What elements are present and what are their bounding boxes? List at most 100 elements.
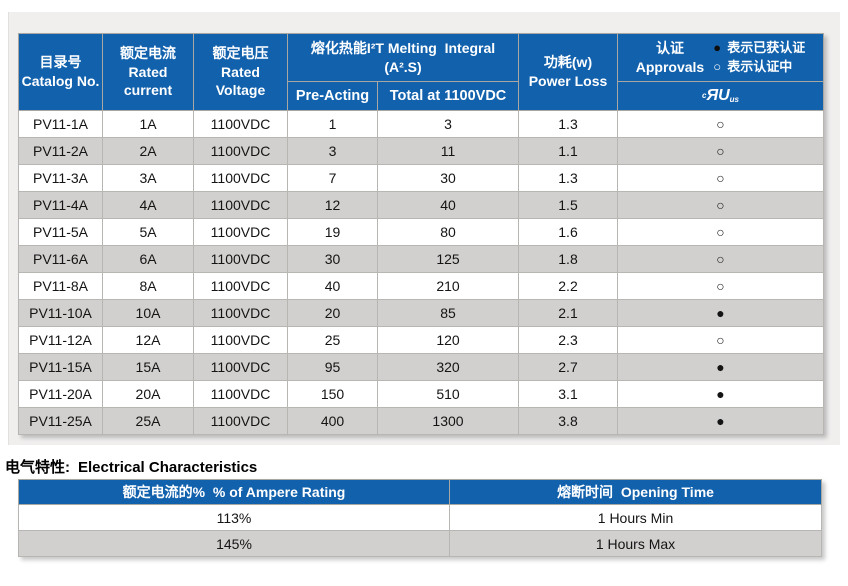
voltage-cell: 1100VDC bbox=[193, 110, 288, 138]
approval-status-dot: ● bbox=[617, 353, 824, 381]
voltage-cell: 1100VDC bbox=[193, 245, 288, 273]
legend-certified-text: 表示已获认证 bbox=[727, 39, 806, 55]
catalog-cell: PV11-6A bbox=[18, 245, 103, 273]
pre-acting-cell: 95 bbox=[287, 353, 378, 381]
col-header-voltage-zh: 额定电压 bbox=[212, 44, 269, 61]
filled-dot-icon: ● bbox=[713, 39, 722, 55]
catalog-cell: PV11-4A bbox=[18, 191, 103, 219]
legend-pending-text: 表示认证中 bbox=[727, 58, 793, 74]
pre-acting-cell: 20 bbox=[287, 299, 378, 327]
approval-status-dot: ● bbox=[617, 380, 824, 408]
total-cell: 40 bbox=[377, 191, 519, 219]
col-header-total-1100vdc: Total at 1100VDC bbox=[377, 81, 519, 111]
spec-row: PV11-20A 20A 1100VDC 150 510 3.1 ● bbox=[18, 380, 824, 408]
current-cell: 20A bbox=[102, 380, 194, 408]
voltage-cell: 1100VDC bbox=[193, 164, 288, 192]
total-cell: 320 bbox=[377, 353, 519, 381]
voltage-cell: 1100VDC bbox=[193, 353, 288, 381]
power-loss-cell: 1.8 bbox=[518, 245, 618, 273]
total-cell: 11 bbox=[377, 137, 519, 165]
legend-pending: ○ 表示认证中 bbox=[713, 58, 805, 77]
ampere-rating-cell: 145% bbox=[18, 530, 450, 557]
opening-time-cell: 1 Hours Min bbox=[449, 504, 822, 531]
catalog-cell: PV11-8A bbox=[18, 272, 103, 300]
spec-row: PV11-4A 4A 1100VDC 12 40 1.5 ○ bbox=[18, 191, 824, 219]
col-header-catalog-zh: 目录号 bbox=[39, 54, 82, 71]
approvals-label: 认证 Approvals bbox=[636, 39, 704, 77]
current-cell: 6A bbox=[102, 245, 194, 273]
power-loss-cell: 1.3 bbox=[518, 110, 618, 138]
approvals-legend: ● 表示已获认证 ○ 表示认证中 bbox=[713, 39, 805, 77]
current-cell: 15A bbox=[102, 353, 194, 381]
col-header-current-en2: current bbox=[123, 82, 173, 99]
catalog-cell: PV11-2A bbox=[18, 137, 103, 165]
approval-status-dot: ○ bbox=[617, 137, 824, 165]
pre-acting-cell: 19 bbox=[287, 218, 378, 246]
catalog-cell: PV11-25A bbox=[18, 407, 103, 435]
power-loss-cell: 1.6 bbox=[518, 218, 618, 246]
approval-status-dot: ○ bbox=[617, 164, 824, 192]
col-header-catalog: 目录号 Catalog No. bbox=[18, 33, 103, 111]
approvals-label-en: Approvals bbox=[635, 58, 705, 75]
catalog-cell: PV11-1A bbox=[18, 110, 103, 138]
approval-status-dot: ○ bbox=[617, 110, 824, 138]
col-header-approvals: 认证 Approvals ● 表示已获认证 ○ 表示认证中 bbox=[617, 33, 824, 82]
spec-row: PV11-1A 1A 1100VDC 1 3 1.3 ○ bbox=[18, 110, 824, 138]
melting-integral-unit: (A².S) bbox=[384, 58, 422, 75]
col-header-voltage: 额定电压 Rated Voltage bbox=[193, 33, 288, 111]
ul-recognized-mark-icon: cЯUus bbox=[701, 87, 739, 104]
section-heading-zh: 电气特性: bbox=[5, 459, 70, 476]
col-header-voltage-en1: Rated bbox=[221, 63, 260, 80]
elec-row: 113% 1 Hours Min bbox=[18, 504, 822, 531]
approval-status-dot: ○ bbox=[617, 272, 824, 300]
catalog-cell: PV11-5A bbox=[18, 218, 103, 246]
total-cell: 210 bbox=[377, 272, 519, 300]
approval-status-dot: ○ bbox=[617, 245, 824, 273]
pre-acting-cell: 400 bbox=[287, 407, 378, 435]
spec-row: PV11-15A 15A 1100VDC 95 320 2.7 ● bbox=[18, 353, 824, 381]
voltage-cell: 1100VDC bbox=[193, 191, 288, 219]
current-cell: 12A bbox=[102, 326, 194, 354]
pre-acting-cell: 150 bbox=[287, 380, 378, 408]
spec-row: PV11-5A 5A 1100VDC 19 80 1.6 ○ bbox=[18, 218, 824, 246]
total-cell: 125 bbox=[377, 245, 519, 273]
current-cell: 3A bbox=[102, 164, 194, 192]
col-header-power-loss: 功耗(w) Power Loss bbox=[518, 33, 618, 111]
col-header-current-zh: 额定电流 bbox=[120, 44, 176, 61]
elec-row: 145% 1 Hours Max bbox=[18, 530, 822, 557]
current-cell: 10A bbox=[102, 299, 194, 327]
catalog-cell: PV11-10A bbox=[18, 299, 103, 327]
voltage-cell: 1100VDC bbox=[193, 299, 288, 327]
voltage-cell: 1100VDC bbox=[193, 137, 288, 165]
col-header-melting-integral: 熔化热能I²T Melting Integral (A².S) bbox=[287, 33, 519, 82]
catalog-cell: PV11-15A bbox=[18, 353, 103, 381]
elec-table-body: 113% 1 Hours Min 145% 1 Hours Max bbox=[18, 504, 822, 557]
voltage-cell: 1100VDC bbox=[193, 326, 288, 354]
col-header-opening-time: 熔断时间 Opening Time bbox=[449, 479, 822, 505]
power-loss-cell: 2.7 bbox=[518, 353, 618, 381]
ratings-table: 目录号 Catalog No. 额定电流 Rated current 额定电压 … bbox=[18, 33, 824, 435]
current-cell: 25A bbox=[102, 407, 194, 435]
section-heading: 电气特性: Electrical Characteristics bbox=[5, 456, 257, 477]
power-loss-cell: 2.3 bbox=[518, 326, 618, 354]
pre-acting-cell: 3 bbox=[287, 137, 378, 165]
total-cell: 30 bbox=[377, 164, 519, 192]
spec-row: PV11-8A 8A 1100VDC 40 210 2.2 ○ bbox=[18, 272, 824, 300]
approval-status-dot: ○ bbox=[617, 218, 824, 246]
total-cell: 80 bbox=[377, 218, 519, 246]
col-header-power-zh: 功耗(w) bbox=[543, 54, 593, 71]
spec-row: PV11-6A 6A 1100VDC 30 125 1.8 ○ bbox=[18, 245, 824, 273]
melting-integral-title: 熔化热能I²T Melting Integral bbox=[310, 39, 496, 56]
ampere-rating-cell: 113% bbox=[18, 504, 450, 531]
approval-status-dot: ● bbox=[617, 299, 824, 327]
voltage-cell: 1100VDC bbox=[193, 407, 288, 435]
catalog-cell: PV11-3A bbox=[18, 164, 103, 192]
current-cell: 5A bbox=[102, 218, 194, 246]
current-cell: 1A bbox=[102, 110, 194, 138]
power-loss-cell: 3.1 bbox=[518, 380, 618, 408]
voltage-cell: 1100VDC bbox=[193, 218, 288, 246]
spec-row: PV11-3A 3A 1100VDC 7 30 1.3 ○ bbox=[18, 164, 824, 192]
col-header-catalog-en: Catalog No. bbox=[21, 73, 100, 89]
current-cell: 4A bbox=[102, 191, 194, 219]
